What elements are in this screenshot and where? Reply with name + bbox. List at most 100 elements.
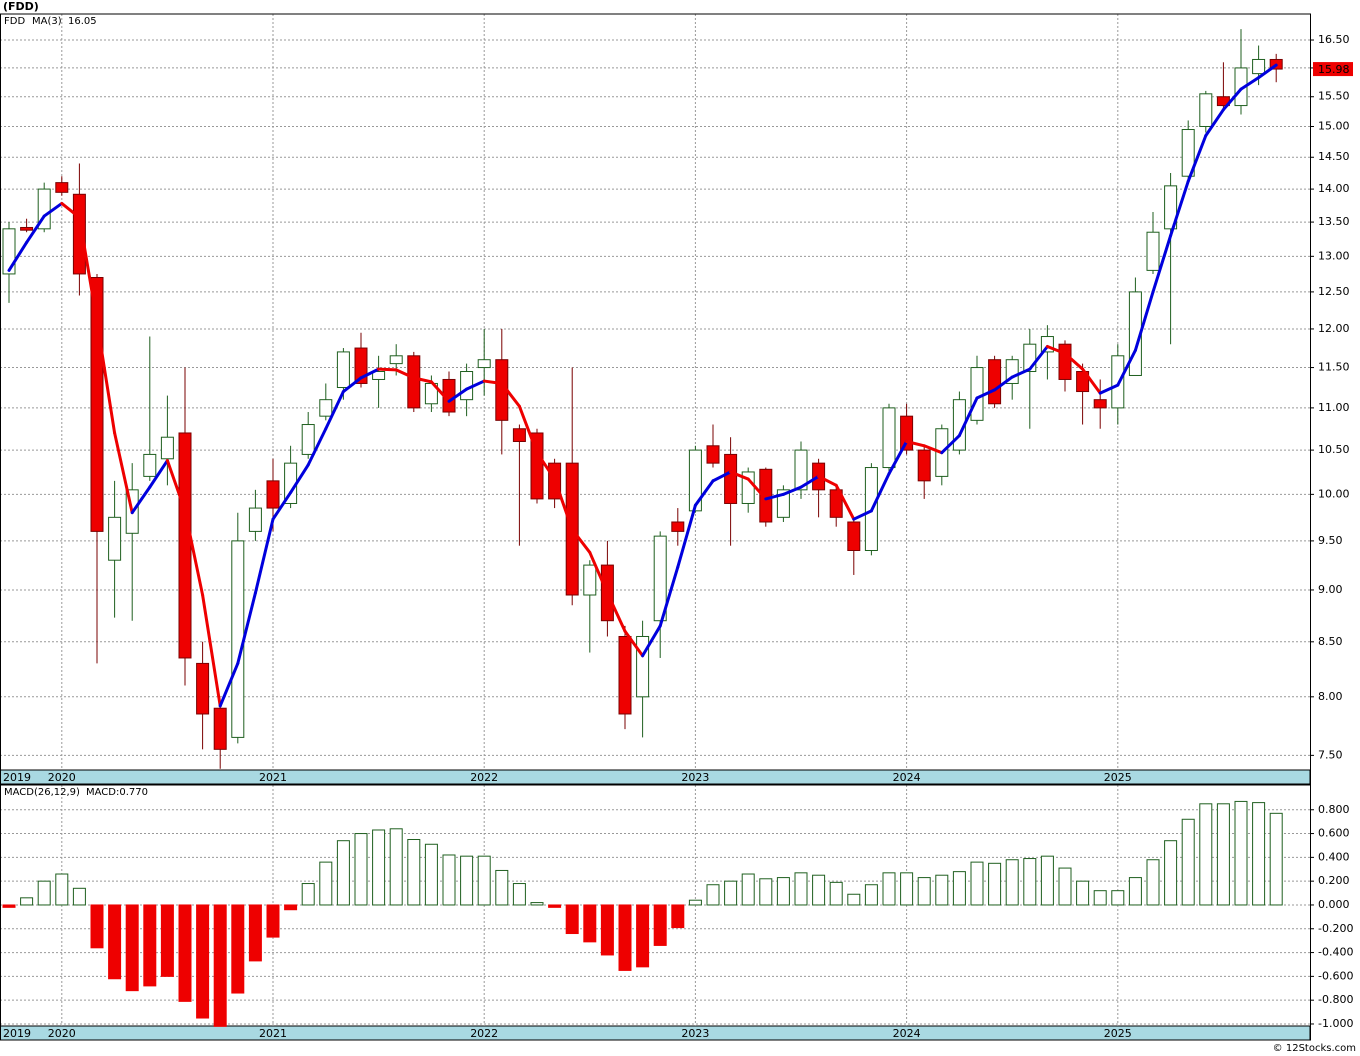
macd-bar: [847, 893, 861, 906]
ma-segment: [535, 451, 557, 481]
ma-segment: [940, 434, 961, 455]
ma-segment: [1151, 234, 1173, 294]
macd-bar: [1076, 880, 1090, 906]
x-tick-label: 2020: [48, 771, 76, 784]
macd-bar: [108, 904, 122, 980]
candle-body: [301, 424, 315, 455]
candle-body: [1058, 343, 1072, 380]
y-tick-label: -1.000: [1318, 1017, 1353, 1030]
ma-segment: [130, 485, 152, 515]
ma-segment: [852, 509, 873, 521]
ma-segment: [148, 459, 169, 489]
ma-segment: [1010, 367, 1032, 379]
ma-segment: [553, 477, 574, 532]
ma-segment: [465, 379, 486, 391]
macd-bar: [530, 902, 544, 906]
legend-value: MACD:0.770: [86, 787, 148, 798]
macd-bar: [1216, 803, 1230, 906]
ma-segment: [165, 459, 187, 513]
ma-segment: [729, 470, 750, 481]
macd-bar: [213, 904, 227, 1027]
y-tick-label: 0.000: [1318, 898, 1350, 911]
y-tick-label: 12.00: [1318, 322, 1350, 335]
candle-body: [618, 635, 632, 715]
x-tick-label: 2025: [1104, 771, 1132, 784]
macd-bar: [196, 904, 210, 1019]
macd-bar: [900, 872, 914, 906]
ma-segment: [693, 479, 715, 507]
ma-segment: [1081, 367, 1102, 395]
ma-segment: [1239, 76, 1261, 91]
macd-bar: [882, 872, 896, 906]
candle-body: [407, 355, 421, 409]
ma-segment: [394, 368, 416, 380]
candle-body: [988, 359, 1002, 405]
candle-body: [108, 516, 122, 561]
candle-body: [671, 521, 685, 532]
plot-border: [0, 784, 1311, 1041]
macd-bar: [1111, 890, 1125, 906]
y-tick-label: 9.50: [1318, 534, 1343, 547]
price-tag-label: 15.98: [1318, 63, 1350, 76]
y-tick-label: 9.00: [1318, 583, 1343, 596]
candle-body: [724, 453, 738, 504]
candle-body: [319, 399, 333, 417]
candle-body: [213, 707, 227, 750]
ma-segment: [869, 472, 891, 513]
ma-segment: [676, 503, 697, 569]
chart-title: (FDD): [3, 0, 39, 13]
ma-segment: [781, 485, 803, 496]
ma-segment: [905, 439, 926, 448]
candle-body: [389, 355, 403, 365]
candle-body: [530, 432, 544, 500]
candle-body: [1252, 58, 1266, 75]
ma-segment: [77, 215, 99, 323]
macd-bar: [143, 904, 157, 987]
x-tick-label: 2022: [470, 1027, 498, 1040]
y-tick-label: 7.50: [1318, 748, 1343, 761]
macd-bar: [1252, 802, 1266, 906]
ma-segment: [817, 474, 838, 487]
macd-bar: [671, 904, 685, 929]
ma-segment: [834, 483, 856, 521]
macd-bar: [477, 855, 491, 906]
ma-segment: [1186, 134, 1208, 183]
macd-bar: [389, 828, 403, 906]
ma-segment: [1028, 345, 1049, 371]
macd-bar: [266, 904, 280, 938]
ma-segment: [1098, 383, 1120, 395]
legend-label: MACD(26,12,9): [4, 787, 80, 798]
ma-segment: [113, 431, 134, 515]
macd-bar: [336, 840, 350, 906]
macd-bar: [565, 904, 579, 935]
y-tick-label: -0.600: [1318, 969, 1353, 982]
x-tick-label: 2023: [681, 771, 709, 784]
candle-body: [2, 228, 16, 275]
macd-bar: [319, 861, 333, 906]
ma-segment: [7, 240, 29, 272]
ma-segment: [289, 463, 310, 495]
ma-segment: [1204, 108, 1225, 138]
candle-body: [900, 415, 914, 451]
y-tick-label: 8.50: [1318, 635, 1343, 648]
ma-segment: [623, 629, 645, 658]
candle-body: [372, 371, 386, 380]
y-tick-label: 0.400: [1318, 850, 1350, 863]
macd-bar: [301, 883, 315, 906]
ma-segment: [95, 319, 117, 435]
candle-body: [1146, 231, 1160, 271]
macd-bar: [548, 904, 562, 908]
macd-bar: [812, 874, 826, 906]
ma-segment: [746, 477, 768, 501]
y-tick-label: 11.00: [1318, 401, 1350, 414]
candle-body: [20, 226, 34, 231]
x-tick-label: 2024: [893, 771, 921, 784]
y-tick-label: 13.50: [1318, 215, 1350, 228]
macd-bar: [1269, 812, 1283, 906]
candle-body: [794, 449, 808, 491]
candle-body: [231, 540, 245, 738]
y-tick-label: 0.600: [1318, 827, 1350, 840]
ma-segment: [359, 367, 381, 380]
macd-bar: [55, 873, 69, 906]
macd-bar: [125, 904, 139, 992]
